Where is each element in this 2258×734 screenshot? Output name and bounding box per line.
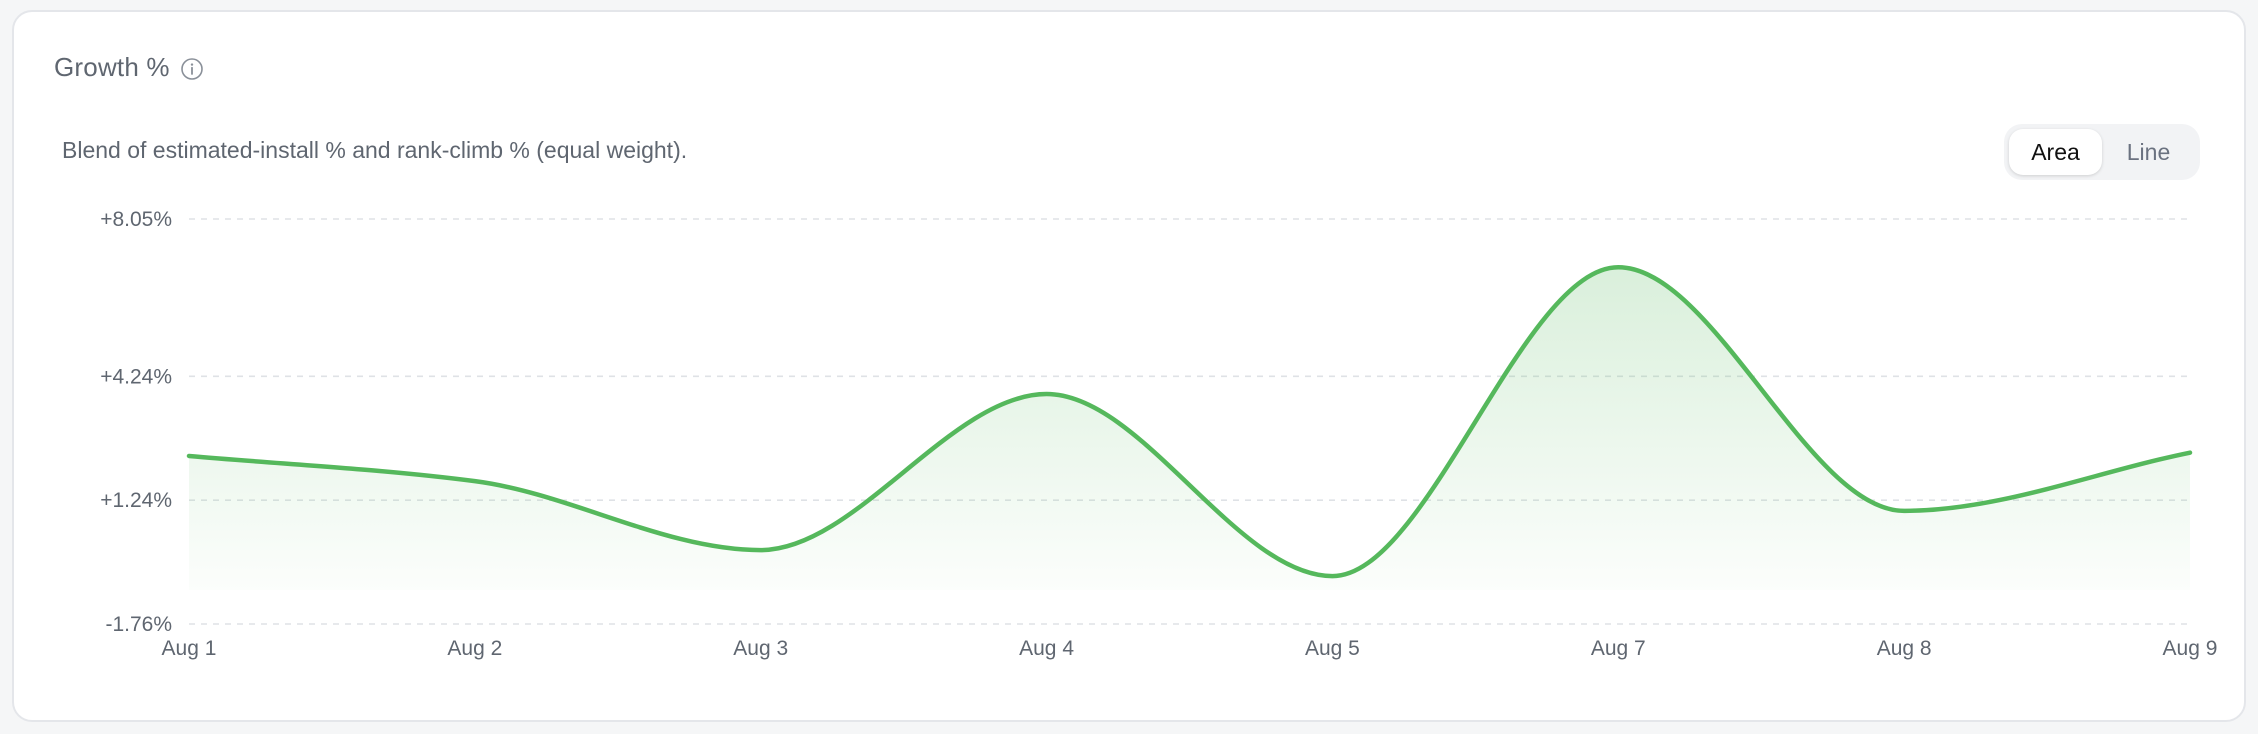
series-area (189, 267, 2190, 590)
data-point[interactable] (1894, 501, 1914, 521)
data-point[interactable] (1322, 566, 1342, 586)
data-point[interactable] (465, 471, 485, 491)
card-title: Growth % (54, 52, 170, 82)
x-axis-labels: Aug 1 Aug 2 Aug 3 Aug 4 Aug 5 Aug 7 Aug 8 Aug 9 (162, 637, 2218, 660)
y-tick-label: +1.24% (100, 489, 172, 512)
title-row: Growth % (54, 52, 204, 83)
x-tick-label: Aug 2 (447, 637, 502, 660)
x-tick-label: Aug 4 (1019, 637, 1074, 660)
x-tick-label: Aug 9 (2163, 637, 2218, 660)
data-point[interactable] (751, 540, 771, 560)
chart-type-toggle: Area Line (2004, 124, 2200, 180)
toggle-line-button[interactable]: Line (2102, 129, 2195, 175)
data-point[interactable] (2180, 443, 2200, 463)
growth-chart-card: Growth % Blend of estimated-install % an… (12, 10, 2246, 722)
data-point[interactable] (179, 446, 199, 466)
toggle-area-button[interactable]: Area (2009, 129, 2102, 175)
data-point[interactable] (1037, 384, 1057, 404)
series-layer (179, 257, 2200, 590)
y-axis-labels: +8.05% +4.24% +1.24% -1.76% (100, 208, 172, 636)
card-subtitle: Blend of estimated-install % and rank-cl… (62, 137, 688, 163)
y-tick-label: +8.05% (100, 208, 172, 231)
x-tick-label: Aug 5 (1305, 637, 1360, 660)
info-icon[interactable] (180, 57, 204, 81)
x-tick-label: Aug 7 (1591, 637, 1646, 660)
y-tick-label: -1.76% (105, 613, 172, 636)
y-tick-label: +4.24% (100, 365, 172, 388)
series-line (186, 265, 2193, 579)
x-tick-label: Aug 8 (1877, 637, 1932, 660)
data-point[interactable] (1608, 257, 1628, 277)
x-tick-label: Aug 1 (162, 637, 217, 660)
x-tick-label: Aug 3 (733, 637, 788, 660)
